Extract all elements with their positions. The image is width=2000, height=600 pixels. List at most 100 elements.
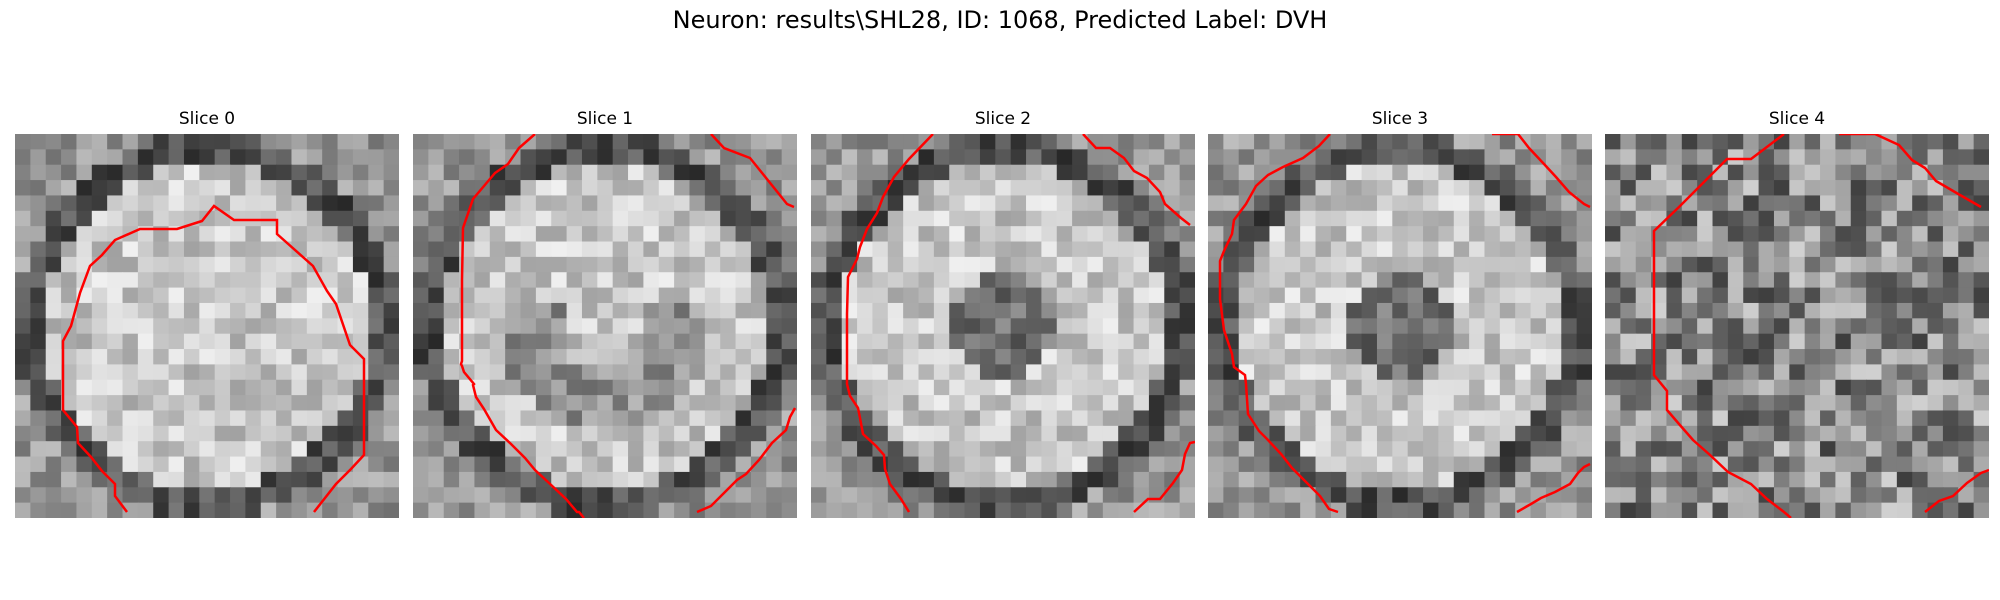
pixel [352,456,369,473]
pixel [658,349,675,365]
pixel [551,441,568,458]
pixel [551,134,568,150]
pixel [1866,441,1883,458]
pixel [933,364,950,381]
pixel [1254,287,1271,304]
pixel [291,456,308,473]
pixel [505,471,522,488]
pixel [1361,349,1378,365]
pixel [1026,502,1042,518]
pixel [1635,164,1652,181]
pixel [1727,487,1744,504]
pixel [826,302,843,319]
pixel [122,134,139,150]
pixel [1392,210,1409,227]
pixel [260,471,277,488]
pixel [1330,226,1347,243]
pixel [443,349,460,365]
pixel [383,333,399,350]
pixel [1254,364,1271,381]
pixel [1912,425,1929,442]
pixel [1758,471,1775,488]
pixel [1942,256,1959,273]
pixel [459,471,476,488]
pixel [1743,287,1760,304]
pixel [1850,425,1867,442]
pixel [674,456,691,473]
pixel [91,410,108,427]
pixel [428,502,445,518]
pixel [643,210,660,227]
pixel [887,134,904,150]
pixel [1850,287,1867,304]
pixel [1605,210,1621,227]
pixel [1223,302,1240,319]
pixel [76,364,93,381]
pixel [887,471,904,488]
pixel [872,149,889,166]
pixel [581,210,598,227]
pixel [1423,195,1439,212]
pixel [1254,272,1271,289]
pixel [674,149,691,166]
pixel [30,502,47,518]
pixel [489,502,506,518]
pixel [245,471,262,488]
pixel [459,379,476,396]
pixel [1789,502,1806,518]
pixel [322,134,339,150]
pixel [1423,471,1439,488]
pixel [1635,349,1652,365]
pixel [122,333,139,350]
pixel [1605,272,1621,289]
pixel [1576,349,1592,365]
pixel [628,502,644,518]
pixel [1223,272,1240,289]
pixel [704,456,721,473]
pixel [1866,395,1883,412]
pixel [1330,471,1347,488]
pixel [1530,302,1547,319]
pixel [91,180,108,197]
pixel [1133,134,1150,150]
pixel [566,395,583,412]
pixel [1346,149,1363,166]
pixel [1743,195,1760,212]
pixel [1392,180,1409,197]
pixel [1545,287,1562,304]
pixel [811,287,827,304]
pixel [628,195,644,212]
pixel [137,379,154,396]
pixel [841,241,858,258]
pixel [1958,318,1975,335]
pixel [689,287,706,304]
pixel [505,456,522,473]
pixel [1789,226,1806,243]
pixel [1927,134,1944,150]
pixel [30,134,47,150]
pixel [15,471,31,488]
pixel [1712,487,1729,504]
pixel [368,333,385,350]
pixel [1423,379,1439,396]
pixel [322,180,339,197]
pixel [245,164,262,181]
pixel [260,364,277,381]
pixel [322,395,339,412]
pixel [1681,395,1698,412]
pixel [1850,471,1867,488]
pixel [735,364,752,381]
pixel [199,318,216,335]
pixel [1666,302,1683,319]
pixel [841,456,858,473]
pixel [214,456,231,473]
pixel [979,487,996,504]
pixel [1269,471,1286,488]
pixel [566,333,583,350]
pixel [1010,180,1027,197]
pixel [1515,180,1532,197]
pixel [1133,149,1150,166]
pixel [1133,333,1150,350]
pixel [383,456,399,473]
pixel [368,410,385,427]
